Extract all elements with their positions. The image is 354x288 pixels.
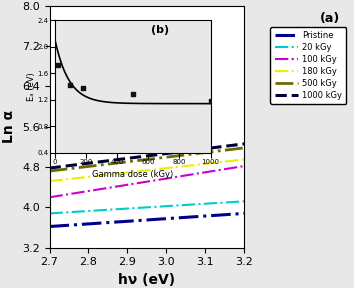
- 20 kGy: [167, 204, 171, 208]
- Line: 500 kGy: 500 kGy: [50, 148, 244, 171]
- 100 kGy: [212, 169, 216, 173]
- 100 kGy: [163, 177, 167, 181]
- 180 kGy: [163, 166, 167, 170]
- 500 kGy: [48, 169, 52, 173]
- 1000 kGy: [224, 144, 228, 148]
- 100 kGy: [242, 164, 246, 168]
- Y-axis label: Eₐ (eV): Eₐ (eV): [27, 72, 36, 101]
- 1000 kGy: [212, 146, 216, 149]
- Y-axis label: Ln α: Ln α: [2, 110, 16, 143]
- 180 kGy: [242, 158, 246, 161]
- 500 kGy: [167, 155, 171, 159]
- 20 kGy: [163, 204, 167, 208]
- 500 kGy: [163, 156, 167, 159]
- 20 kGy: [242, 200, 246, 203]
- 500 kGy: [212, 150, 216, 153]
- Pristine: [167, 217, 171, 220]
- 20 kGy: [224, 201, 228, 204]
- X-axis label: Gamma dose (kGy): Gamma dose (kGy): [92, 170, 173, 179]
- 100 kGy: [48, 196, 52, 199]
- 180 kGy: [48, 179, 52, 183]
- 180 kGy: [47, 179, 52, 183]
- 500 kGy: [47, 169, 52, 173]
- Point: [80, 86, 86, 90]
- 180 kGy: [212, 161, 216, 165]
- Line: 20 kGy: 20 kGy: [50, 201, 244, 213]
- Text: (b): (b): [152, 25, 170, 35]
- Pristine: [163, 217, 167, 221]
- Text: (a): (a): [320, 12, 340, 24]
- Pristine: [224, 213, 228, 216]
- 100 kGy: [163, 177, 167, 180]
- Pristine: [242, 212, 246, 215]
- X-axis label: hν (eV): hν (eV): [118, 273, 176, 287]
- 500 kGy: [242, 146, 246, 150]
- Pristine: [48, 225, 52, 228]
- Line: Pristine: Pristine: [50, 213, 244, 226]
- 20 kGy: [212, 202, 216, 205]
- 1000 kGy: [47, 166, 52, 170]
- Point: [68, 83, 73, 87]
- 20 kGy: [48, 212, 52, 215]
- 1000 kGy: [163, 152, 167, 156]
- Legend: Pristine, 20 kGy, 100 kGy, 180 kGy, 500 kGy, 1000 kGy: Pristine, 20 kGy, 100 kGy, 180 kGy, 500 …: [270, 27, 346, 104]
- 180 kGy: [163, 166, 167, 170]
- 100 kGy: [47, 196, 52, 199]
- 180 kGy: [167, 166, 171, 170]
- 100 kGy: [167, 177, 171, 180]
- Point: [130, 92, 136, 97]
- 1000 kGy: [48, 166, 52, 170]
- Point: [208, 99, 213, 103]
- Pristine: [163, 217, 167, 220]
- 180 kGy: [224, 160, 228, 163]
- Pristine: [212, 214, 216, 217]
- Point: [55, 63, 61, 67]
- 1000 kGy: [242, 142, 246, 146]
- Pristine: [47, 225, 52, 228]
- Line: 180 kGy: 180 kGy: [50, 160, 244, 181]
- 20 kGy: [163, 204, 167, 208]
- 1000 kGy: [163, 152, 167, 155]
- 100 kGy: [224, 167, 228, 171]
- 500 kGy: [224, 148, 228, 152]
- 500 kGy: [163, 156, 167, 159]
- Line: 1000 kGy: 1000 kGy: [50, 144, 244, 168]
- 20 kGy: [47, 212, 52, 215]
- 1000 kGy: [167, 151, 171, 155]
- Line: 100 kGy: 100 kGy: [50, 166, 244, 197]
